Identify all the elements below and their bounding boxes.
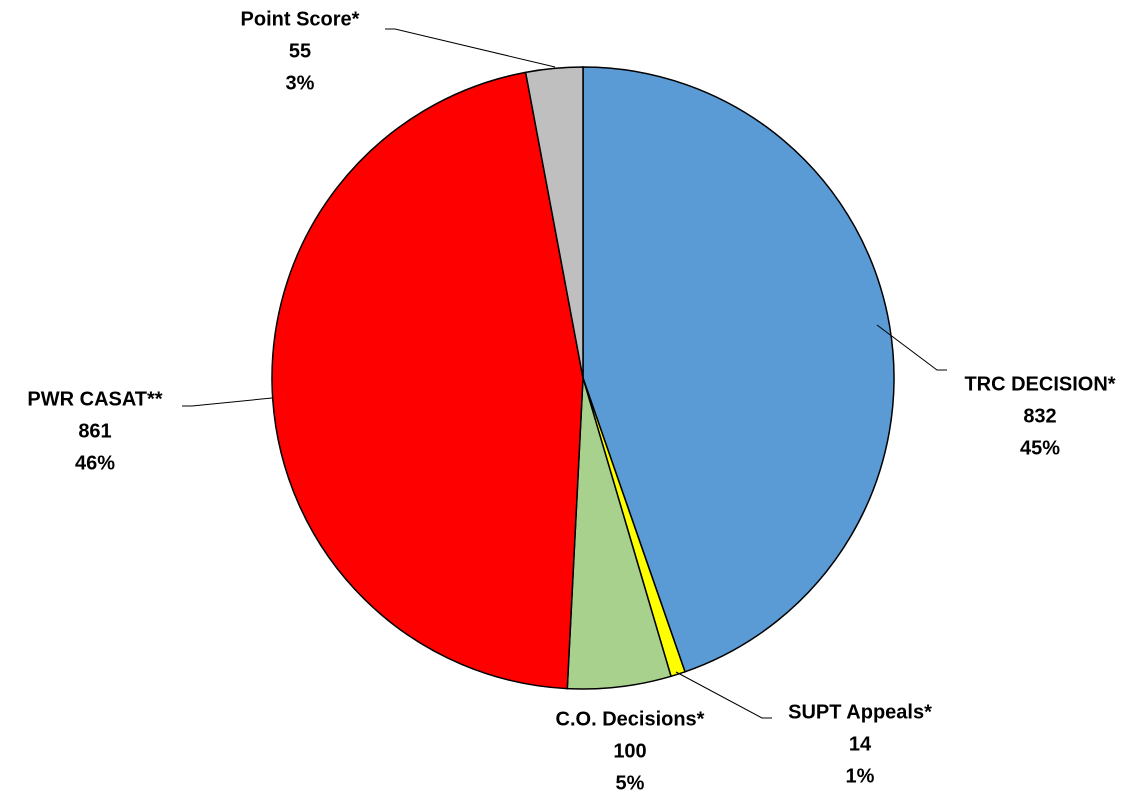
slice-percent: 45% [1020, 437, 1060, 459]
slice-value: 832 [1023, 405, 1056, 427]
slice-label: PWR CASAT** [27, 388, 162, 410]
leader-line [876, 324, 947, 371]
leader-line [675, 671, 772, 719]
slice-label: TRC DECISION* [964, 373, 1115, 395]
slice-value: 14 [849, 733, 872, 755]
pie-slice [524, 66, 584, 379]
slice-value: 55 [289, 40, 311, 62]
slice-percent: 46% [75, 452, 115, 474]
slice-label: SUPT Appeals* [788, 701, 932, 723]
slice-percent: 3% [286, 72, 315, 94]
slice-value: 861 [78, 420, 111, 442]
slice-percent: 1% [846, 765, 875, 787]
slice-label: Point Score* [241, 8, 360, 30]
pie-slice [271, 71, 584, 690]
slice-percent: 5% [616, 772, 645, 794]
slice-label: C.O. Decisions* [556, 708, 705, 730]
slice-value: 100 [613, 740, 646, 762]
pie-slice [582, 66, 895, 673]
leader-line [182, 397, 273, 407]
leader-line [385, 28, 556, 68]
